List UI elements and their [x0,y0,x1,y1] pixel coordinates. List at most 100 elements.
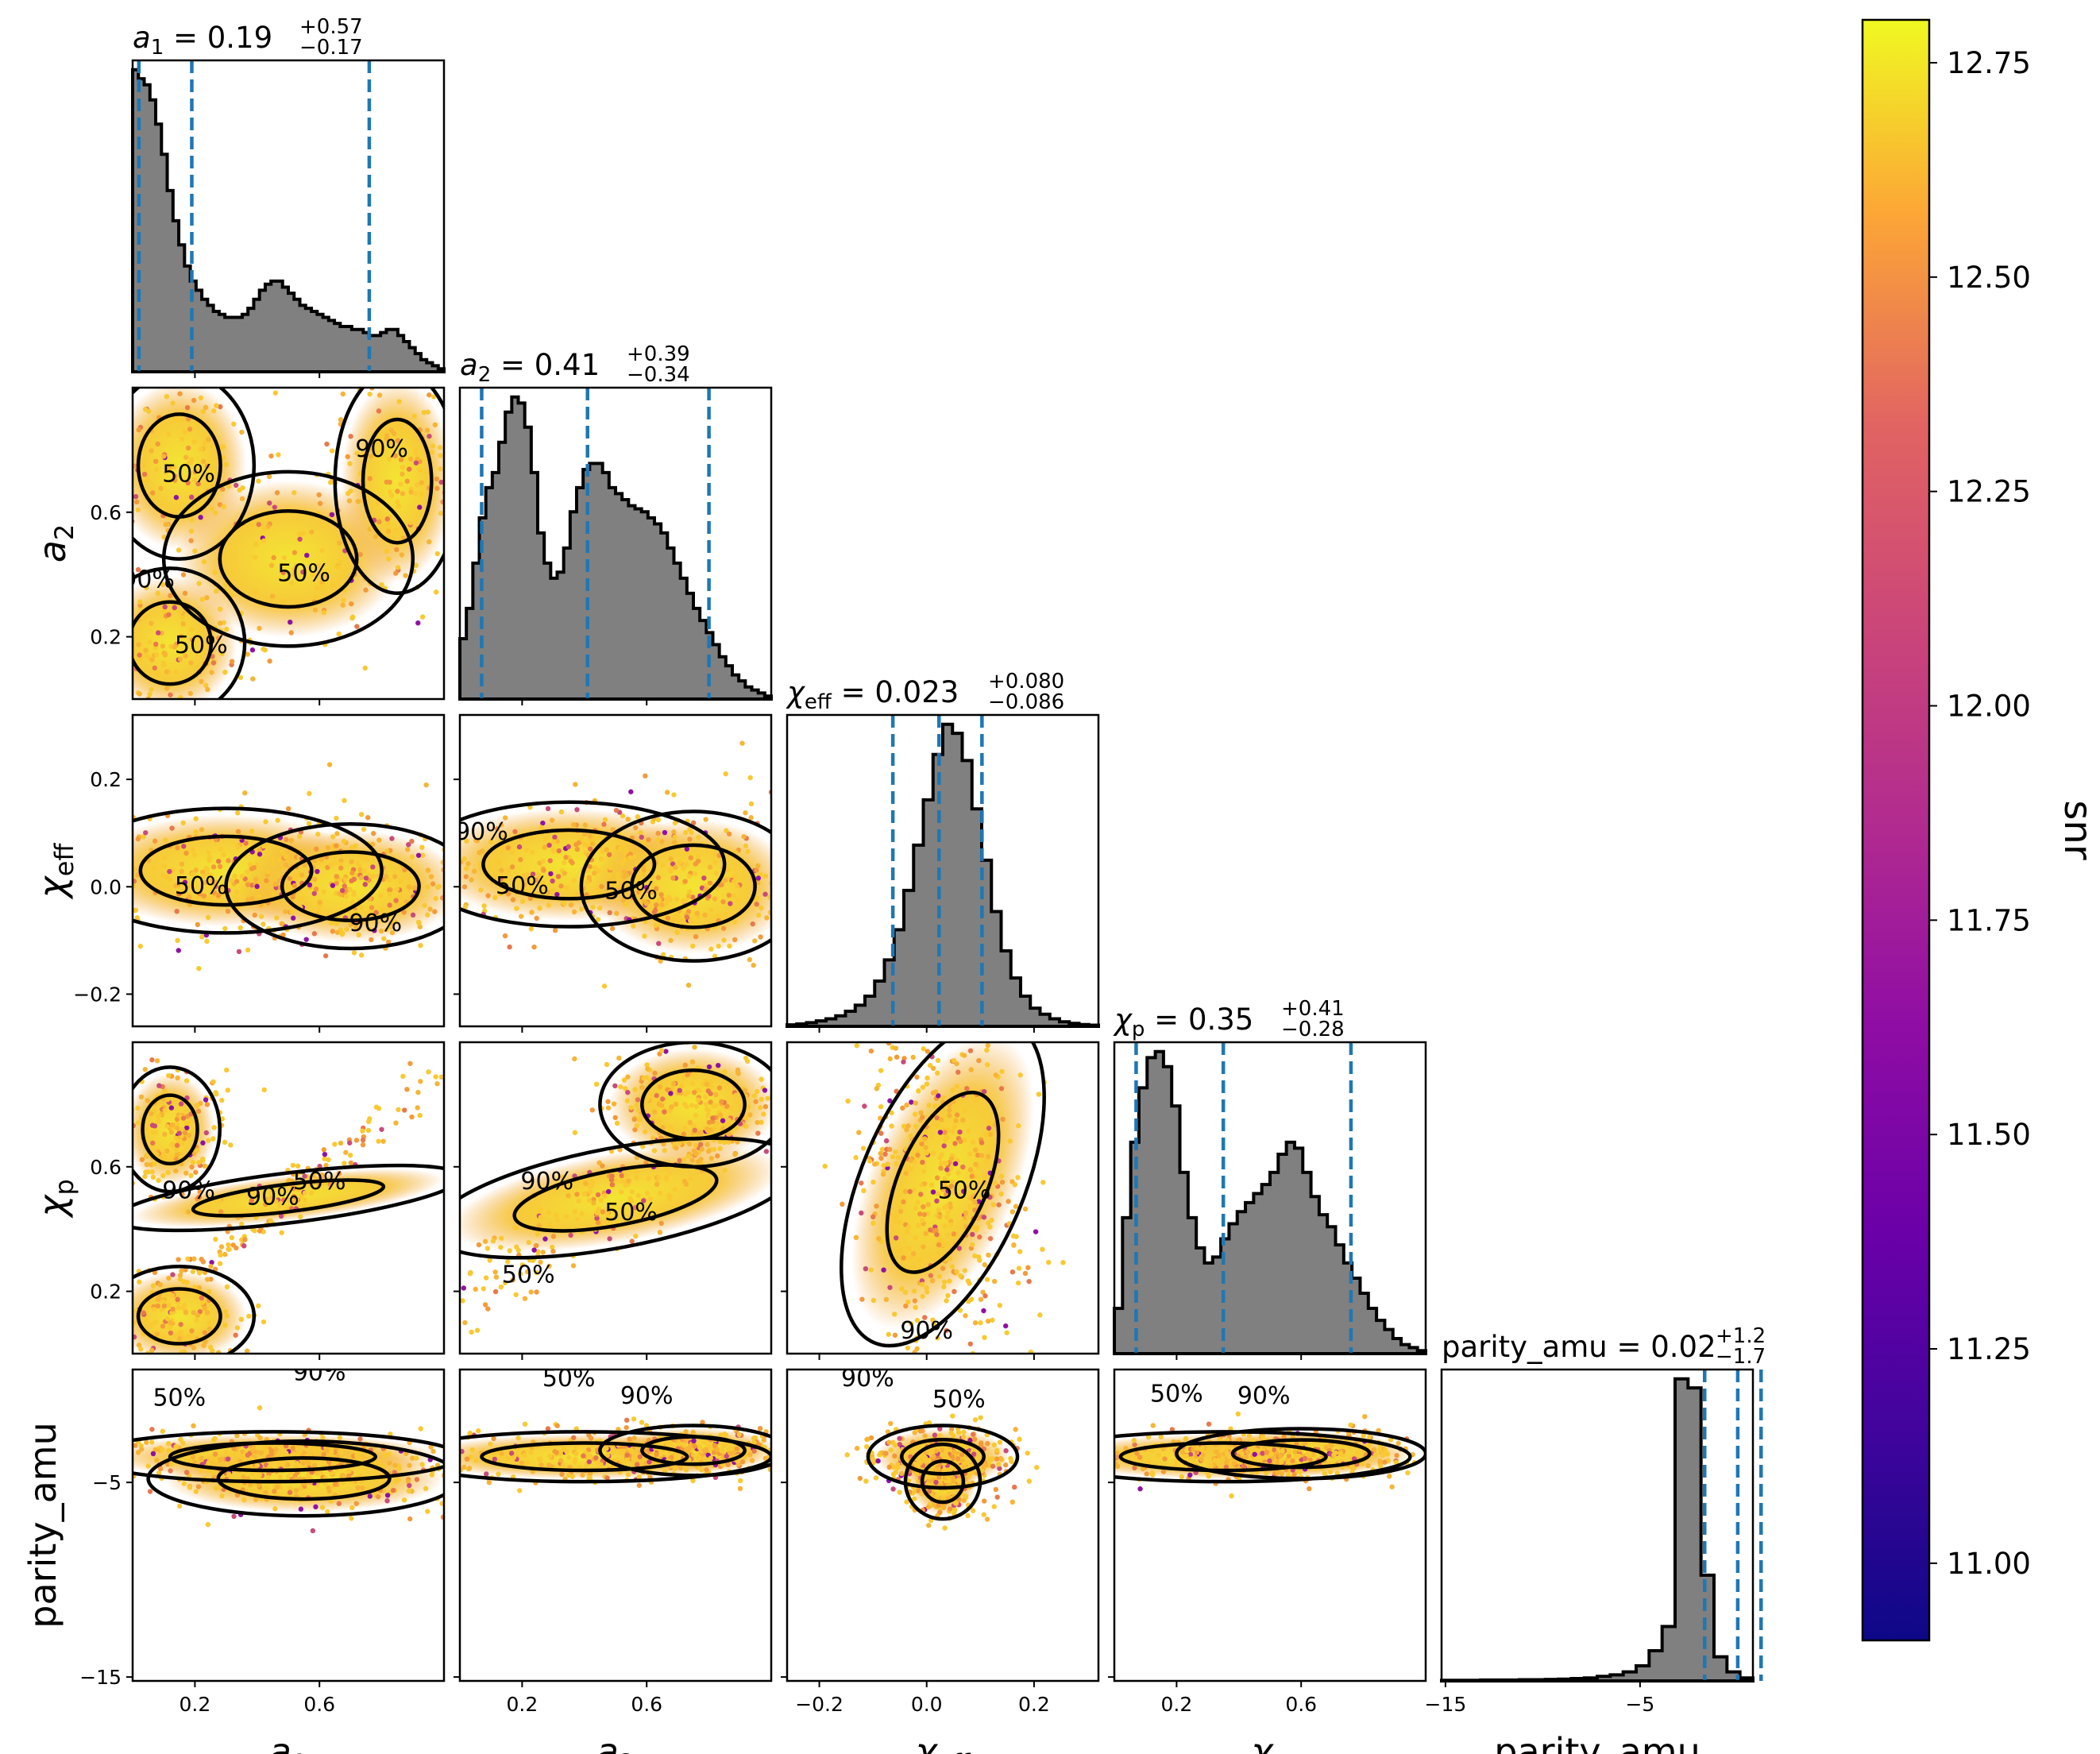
scatter-point [779,1447,784,1451]
scatter-point [673,1453,679,1458]
scatter-point [570,1263,577,1269]
scatter-point [220,486,226,492]
scatter-point [262,647,268,653]
scatter-point [125,1339,130,1343]
scatter-point [236,1453,242,1458]
scatter-point [125,1462,129,1467]
scatter-point [412,447,418,453]
scatter-point [176,891,182,897]
scatter-point [764,915,770,921]
scatter-point [582,822,589,828]
scatter-point [730,1035,735,1040]
scatter-point [972,1207,978,1213]
scatter-point [291,883,297,889]
scatter-point [977,1234,982,1240]
scatter-point [961,1053,967,1058]
scatter-point [411,413,417,419]
scatter-point [971,1451,977,1457]
scatter-point [968,1067,975,1072]
scatter-point [940,1265,946,1271]
scatter-point [598,1462,604,1467]
scatter-point [707,880,713,886]
scatter-point [758,934,763,940]
scatter-point [346,1468,352,1474]
scatter-point [966,1299,971,1304]
scatter-point [245,869,250,875]
scatter-point [561,1447,567,1452]
y-axis-label-a2: a2 [31,524,79,563]
scatter-point [528,1450,534,1455]
scatter-point [1025,1265,1031,1270]
scatter-point [613,807,620,813]
scatter-point [393,1120,399,1126]
scatter-point [185,480,191,486]
scatter-point [183,1267,188,1273]
histogram-chi_p: χp = 0.35 +0.41−0.28 [1113,997,1427,1360]
scatter-point [409,1114,415,1120]
scatter-point [343,1149,349,1155]
scatter-point [599,883,604,890]
scatter-point [747,775,753,781]
scatter-point [772,1441,777,1446]
scatter-a1-chi_eff: 50%90%−0.20.00.2 [73,713,446,1033]
scatter-point [139,1447,145,1452]
scatter-point [660,1096,666,1102]
scatter-point [149,1322,154,1327]
scatter-point [658,1103,665,1108]
scatter-point [634,1015,639,1020]
scatter-point [306,821,312,826]
scatter-point [588,833,593,839]
scatter-point [464,1456,470,1462]
scatter-point [901,1059,906,1064]
scatter-point [840,1201,845,1207]
scatter-point [234,889,240,894]
scatter-point [492,873,498,879]
scatter-point [956,1497,962,1502]
contour-label: 50% [293,1168,346,1196]
scatter-point [832,807,836,812]
scatter-point [1009,1269,1016,1275]
scatter-point [979,1153,985,1158]
scatter-point [956,1246,962,1251]
scatter-point [925,1075,930,1081]
scatter-point [257,1482,262,1488]
scatter-point [310,572,316,578]
scatter-point [1036,1091,1042,1097]
scatter-point [982,1261,987,1268]
scatter-point [854,1446,860,1451]
scatter-point [117,665,122,670]
scatter-point [205,1521,211,1528]
scatter-point [408,489,414,495]
scatter-point [151,1307,157,1312]
scatter-point [213,588,219,594]
scatter-point [286,1197,291,1203]
scatter-point [667,1170,673,1176]
scatter-point [291,1193,297,1200]
scatter-point [160,643,166,649]
scatter-point [885,1165,890,1171]
scatter-point [755,879,761,886]
panel-title-lower: −0.17 [299,36,363,60]
scatter-a2-chi_p: 90%50%50% [454,1015,773,1360]
contour-label: 90% [349,910,402,937]
scatter-point [708,1035,713,1040]
scatter-point [144,1323,149,1329]
scatter-point [356,1456,362,1462]
scatter-point [391,431,397,437]
scatter-point [149,620,154,626]
scatter-point [212,1451,218,1457]
scatter-point [656,906,662,911]
scatter-point [755,863,761,869]
scatter-point [239,496,245,502]
scatter-point [379,581,384,588]
scatter-point [482,1302,488,1308]
scatter-point [660,862,666,868]
scatter-point [924,1081,930,1087]
scatter-point [152,1161,157,1167]
scatter-point [604,1452,611,1458]
scatter-point [550,1244,555,1250]
scatter-point [257,893,262,899]
scatter-point [203,879,208,885]
scatter-point [407,1482,412,1489]
scatter-point [629,1238,635,1244]
